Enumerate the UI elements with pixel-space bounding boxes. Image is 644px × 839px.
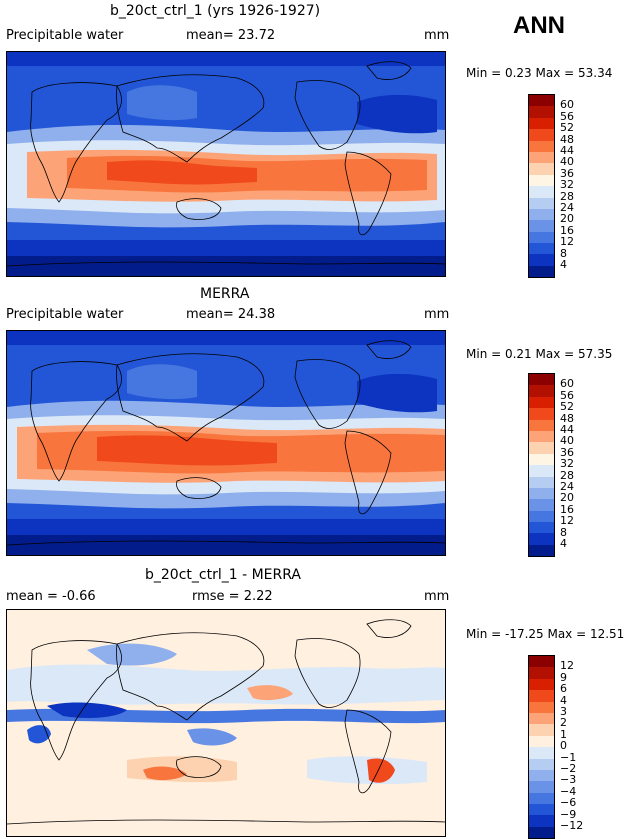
colorbar-tick-label: −3 (560, 773, 577, 786)
panel-3-title: b_20ct_ctrl_1 - MERRA (145, 567, 301, 583)
colorbar-tick-label: 56 (560, 389, 574, 402)
colorbar-tick-label: 12 (560, 235, 574, 248)
panel-2-variable-label: Precipitable water (6, 307, 124, 322)
panel-1-colorbar (528, 94, 555, 279)
colorbar-tick-label: 8 (560, 526, 567, 539)
colorbar-tick-label: 24 (560, 201, 574, 214)
colorbar-tick-label: 3 (560, 705, 567, 718)
colorbar-tick-label: 20 (560, 212, 574, 225)
colorbar-tick-label: 48 (560, 412, 574, 425)
colorbar-tick-label: 16 (560, 503, 574, 516)
colorbar-tick-label: 32 (560, 457, 574, 470)
colorbar-tick-label: 12 (560, 514, 574, 527)
colorbar-tick-label: 4 (560, 537, 567, 550)
colorbar-tick-label: 32 (560, 178, 574, 191)
panel-3-mean-label: mean = -0.66 (6, 589, 96, 604)
colorbar-tick-label: 36 (560, 167, 574, 180)
panel-3-map (6, 609, 446, 837)
colorbar-tick-label: 2 (560, 716, 567, 729)
panel-2-colorbar (528, 373, 555, 558)
colorbar-tick-label: 40 (560, 434, 574, 447)
panel-1-title: b_20ct_ctrl_1 (yrs 1926-1927) (110, 3, 321, 19)
colorbar-tick-label: 8 (560, 247, 567, 260)
panel-3-colorbar (528, 655, 555, 839)
colorbar-tick-label: 60 (560, 98, 574, 111)
season-label: ANN (513, 12, 565, 39)
colorbar-tick-label: −2 (560, 762, 577, 775)
colorbar-tick-label: 9 (560, 671, 567, 684)
panel-1-map (6, 51, 446, 277)
panel-2-min-max: Min = 0.21 Max = 57.35 (466, 347, 613, 361)
colorbar-tick-label: 48 (560, 133, 574, 146)
colorbar-tick-label: 40 (560, 155, 574, 168)
colorbar-tick-label: 36 (560, 446, 574, 459)
colorbar-tick-label: 44 (560, 423, 574, 436)
panel-1-min-max: Min = 0.23 Max = 53.34 (466, 66, 613, 80)
colorbar-tick-label: 16 (560, 224, 574, 237)
colorbar-tick-label: −6 (560, 796, 577, 809)
colorbar-tick-label: 4 (560, 694, 567, 707)
panel-2-map (6, 330, 446, 556)
colorbar-tick-label: 6 (560, 682, 567, 695)
colorbar-tick-label: 12 (560, 659, 574, 672)
colorbar-tick-label: −9 (560, 808, 577, 821)
colorbar-tick-label: 52 (560, 121, 574, 134)
colorbar-tick-label: 24 (560, 480, 574, 493)
colorbar-tick-label: −1 (560, 751, 577, 764)
panel-2-unit-label: mm (424, 307, 450, 322)
colorbar-tick-label: 0 (560, 739, 567, 752)
panel-1-mean-label: mean= 23.72 (186, 28, 276, 43)
colorbar-tick-label: 4 (560, 258, 567, 271)
panel-2-title: MERRA (200, 286, 250, 302)
colorbar-tick-label: 52 (560, 400, 574, 413)
panel-3-unit-label: mm (424, 589, 450, 604)
colorbar-tick-label: 28 (560, 190, 574, 203)
colorbar-tick-label: −4 (560, 785, 577, 798)
colorbar-tick-label: 44 (560, 144, 574, 157)
colorbar-tick-label: −12 (560, 819, 584, 832)
panel-1-unit-label: mm (424, 28, 450, 43)
panel-3-rmse-label: rmse = 2.22 (192, 589, 273, 604)
panel-2-mean-label: mean= 24.38 (186, 307, 276, 322)
panel-3-min-max: Min = -17.25 Max = 12.51 (466, 627, 625, 641)
colorbar-tick-label: 20 (560, 491, 574, 504)
colorbar-tick-label: 1 (560, 728, 567, 741)
colorbar-tick-label: 28 (560, 469, 574, 482)
colorbar-tick-label: 60 (560, 377, 574, 390)
colorbar-tick-label: 56 (560, 110, 574, 123)
panel-1-variable-label: Precipitable water (6, 28, 124, 43)
